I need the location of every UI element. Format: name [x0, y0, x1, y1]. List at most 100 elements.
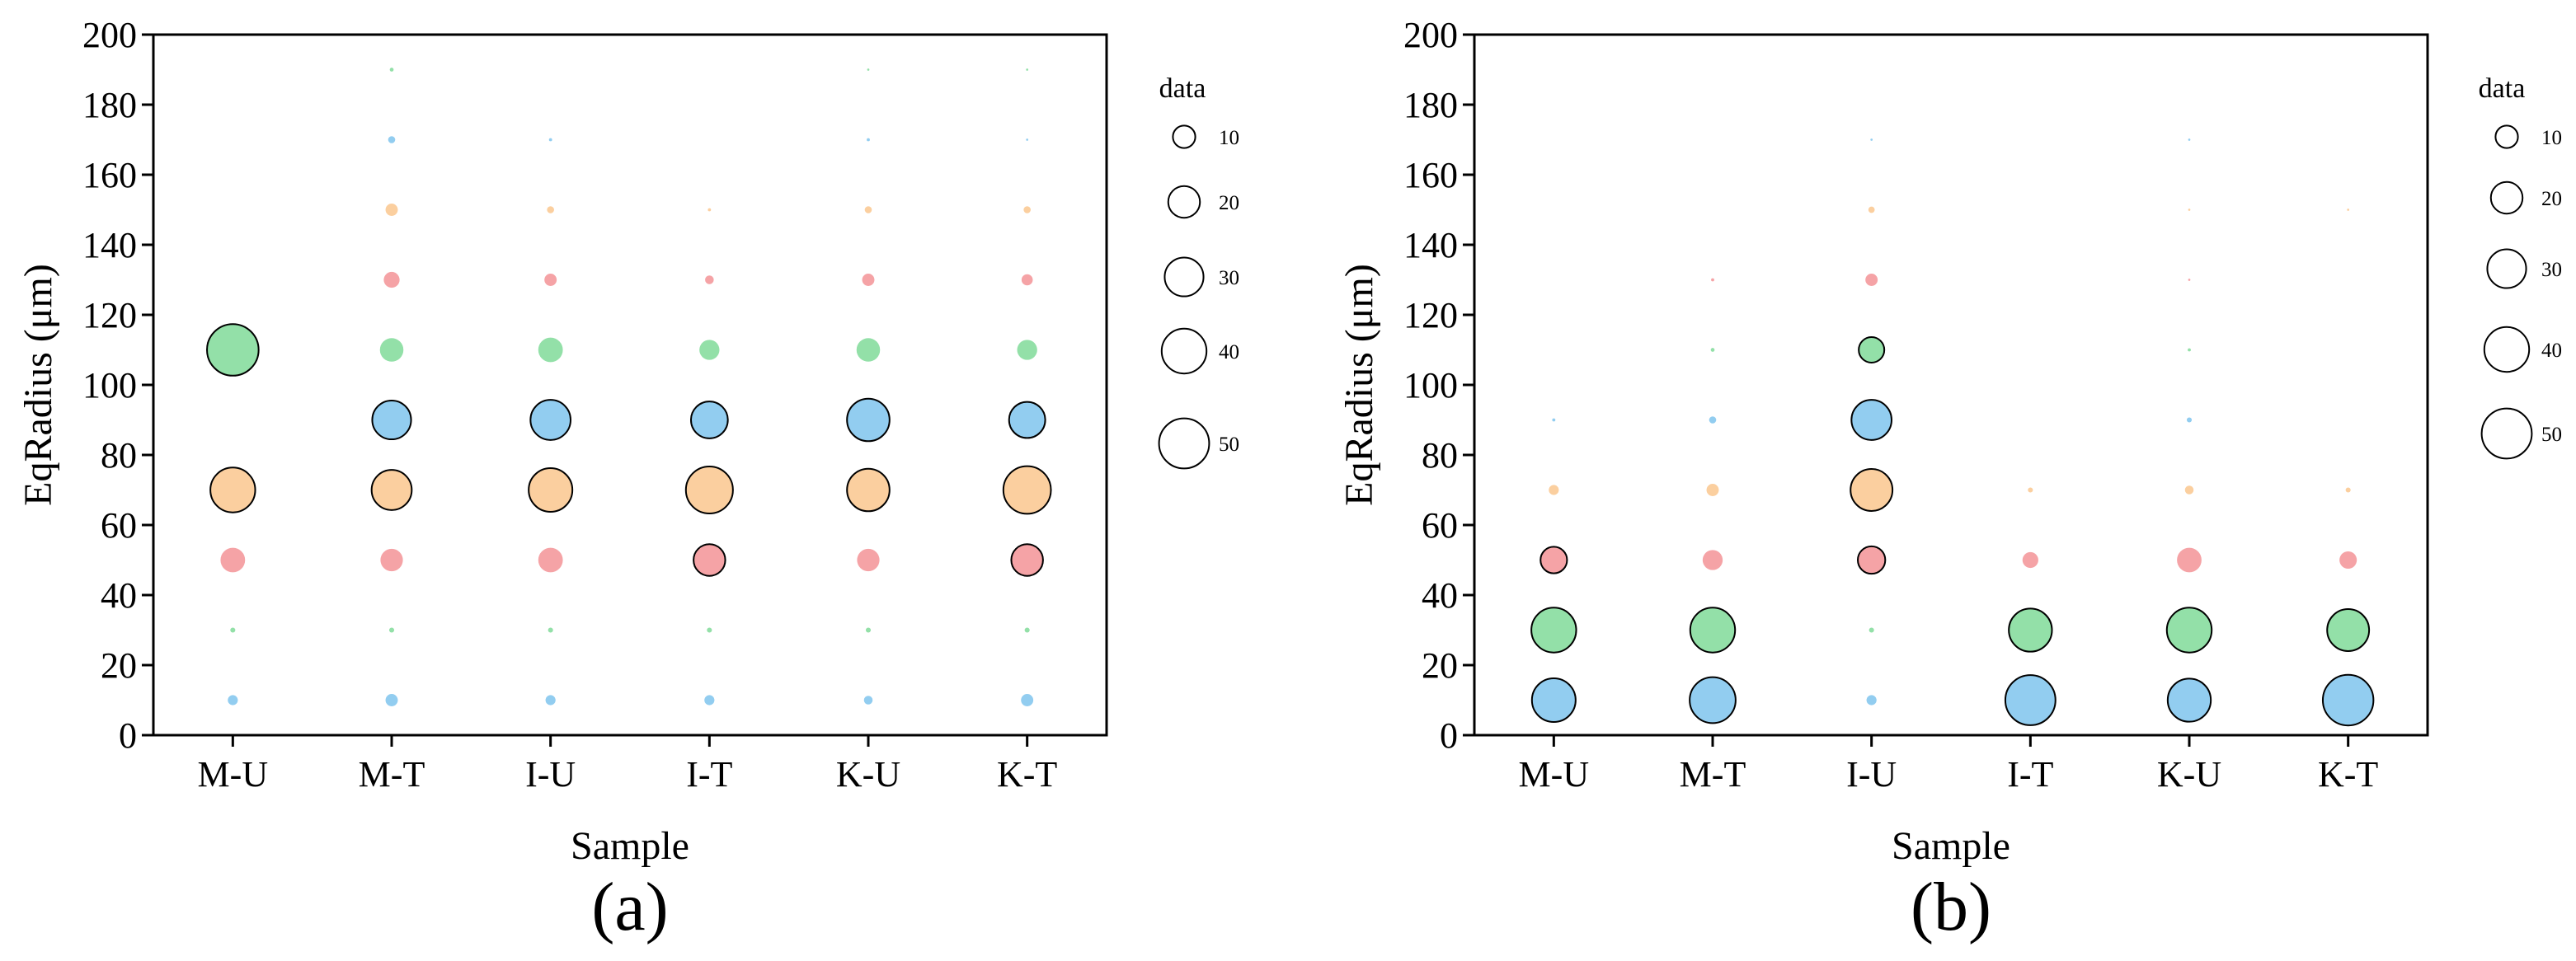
bubble-m-t-50 [380, 548, 403, 572]
bubble-m-u-50 [1539, 546, 1568, 574]
bubble-k-u-70 [2184, 485, 2194, 495]
bubble-m-t-30 [1689, 607, 1737, 654]
bubble-i-t-30 [707, 627, 712, 633]
bubble-i-u-90 [529, 399, 571, 441]
legend-title: data [1159, 73, 1206, 104]
bubble-k-t-90 [1008, 401, 1046, 439]
bubble-i-t-50 [2022, 551, 2038, 569]
bubble-k-u-110 [2188, 348, 2191, 352]
bubble-i-u-50 [538, 547, 563, 573]
legend-circle-50 [1158, 417, 1210, 470]
bubble-m-u-70 [1549, 485, 1559, 495]
bubble-i-u-70 [1850, 468, 1894, 512]
bubble-i-u-30 [1869, 627, 1874, 633]
y-tick-label: 120 [82, 295, 137, 335]
x-tick-label: K-U [836, 754, 900, 795]
bubble-m-t-90 [1709, 416, 1717, 424]
bubble-k-t-50 [2339, 551, 2357, 570]
legend-title: data [2479, 73, 2526, 104]
bubble-m-u-30 [230, 627, 236, 633]
panel-a: 0 20 40 60 80 100 120 140 160 180 200 M-U M-T I-U I-T K… [16, 15, 1239, 945]
bubble-k-u-30 [2165, 607, 2213, 654]
bubble-i-u-50 [1857, 545, 1887, 575]
x-tick-label: K-U [2157, 754, 2221, 795]
legend-label: 50 [2541, 424, 2562, 446]
x-tick-label: M-T [1680, 754, 1746, 795]
y-axis-title: EqRadius (μm) [16, 264, 60, 506]
legend-label: 20 [2541, 188, 2562, 210]
bubble-i-t-10 [704, 695, 715, 706]
legend-circle-10 [2494, 124, 2519, 149]
y-tick-label: 0 [119, 715, 137, 756]
bubble-m-t-130 [383, 271, 400, 288]
y-tick-label: 80 [101, 435, 137, 476]
plot-frame [152, 33, 1108, 737]
bubble-m-t-10 [385, 694, 398, 706]
bubble-m-t-90 [371, 399, 412, 441]
bubble-k-u-110 [856, 338, 881, 362]
bubble-m-u-10 [1530, 677, 1577, 724]
bubble-i-u-110 [1858, 335, 1886, 364]
panel-b: 0 20 40 60 80 100 120 140 160 180 200 M-U M-T I-U I-T K… [1337, 15, 2562, 945]
y-tick-label: 100 [82, 365, 137, 405]
y-tick-label: 180 [82, 85, 137, 125]
plot-frame [1473, 33, 2429, 737]
legend-label: 10 [2541, 127, 2562, 149]
bubble-i-u-170 [548, 138, 552, 142]
bubble-i-t-30 [2008, 607, 2053, 653]
bubble-m-u-10 [228, 695, 238, 706]
bubble-k-u-170 [2188, 138, 2191, 141]
bubble-k-u-190 [867, 68, 870, 71]
bubble-k-t-170 [1026, 138, 1029, 141]
bubble-k-t-150 [2347, 209, 2350, 211]
legend-label: 40 [1219, 341, 1239, 363]
bubble-k-t-190 [1026, 68, 1029, 71]
legend-label: 30 [1219, 267, 1239, 289]
bubble-k-u-30 [865, 627, 872, 633]
y-tick-label: 0 [1440, 715, 1458, 756]
bubble-i-u-170 [1870, 138, 1873, 141]
bubble-k-t-150 [1023, 206, 1031, 213]
y-tick-label: 200 [1403, 15, 1458, 55]
bubble-i-t-70 [2028, 487, 2033, 493]
panel-label: (a) [591, 869, 668, 945]
size-legend: data 10 20 30 40 50 [2479, 73, 2562, 460]
bubble-m-u-50 [220, 547, 246, 573]
bubble-m-t-70 [1706, 484, 1719, 496]
legend-circle-40 [1160, 327, 1208, 375]
bubble-i-u-70 [528, 466, 574, 513]
legend-label: 40 [2541, 340, 2562, 362]
bubble-m-t-150 [385, 204, 398, 216]
x-tick-label: M-U [198, 754, 269, 795]
y-tick-label: 40 [1422, 575, 1458, 616]
bubble-k-u-50 [2177, 547, 2202, 573]
bubble-k-t-10 [1021, 694, 1034, 706]
x-tick-label: M-T [359, 754, 425, 795]
bubble-m-t-30 [388, 627, 395, 633]
bubble-i-u-130 [544, 274, 557, 286]
y-tick-label: 20 [101, 645, 137, 686]
bubble-i-u-90 [1850, 399, 1892, 441]
bubble-k-t-30 [2326, 608, 2371, 652]
bubble-k-u-150 [864, 206, 872, 213]
y-tick-label: 20 [1422, 645, 1458, 686]
bubble-i-t-130 [705, 275, 714, 284]
bubble-k-t-30 [1024, 627, 1030, 633]
bubble-i-u-10 [1866, 695, 1877, 706]
x-tick-label: I-T [686, 754, 732, 795]
legend-circle-20 [2489, 180, 2524, 215]
bubble-k-u-90 [2186, 417, 2193, 423]
bubble-m-u-110 [206, 323, 260, 377]
x-tick-label: M-U [1519, 754, 1590, 795]
bubble-k-t-50 [1010, 543, 1044, 577]
bubble-i-t-110 [699, 340, 720, 360]
legend-circle-30 [1163, 256, 1205, 298]
bubble-i-u-30 [548, 627, 553, 633]
bubble-m-t-130 [1711, 278, 1714, 282]
bubble-m-t-110 [1710, 348, 1715, 352]
y-tick-label: 160 [82, 155, 137, 195]
bubble-k-u-10 [2166, 677, 2212, 723]
bubble-m-u-90 [1552, 418, 1556, 422]
legend-circle-10 [1172, 124, 1196, 149]
bubble-k-t-130 [1021, 274, 1033, 286]
